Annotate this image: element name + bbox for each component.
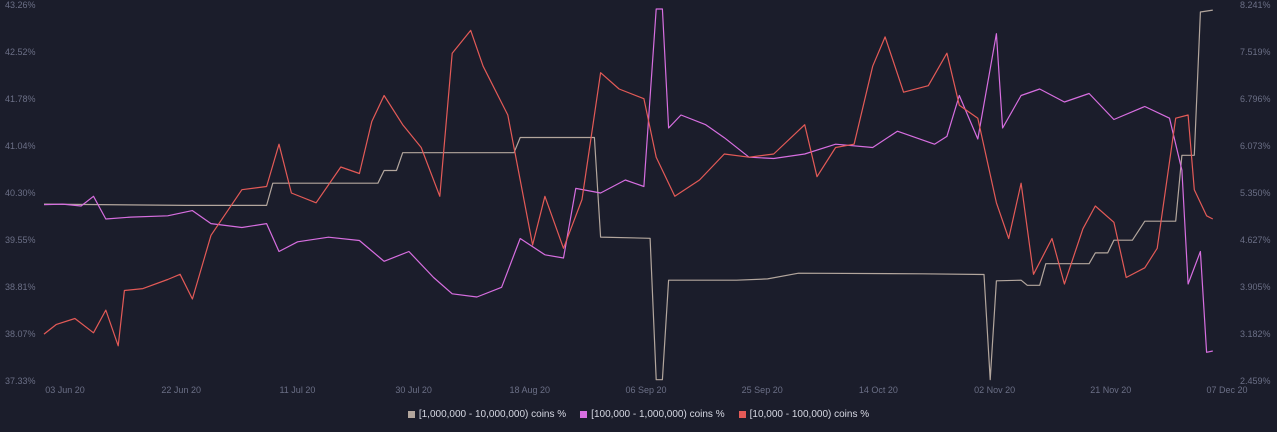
y-tick-label-left: 42.52% bbox=[5, 47, 36, 57]
x-tick-label: 30 Jul 20 bbox=[395, 385, 432, 395]
legend-label: [10,000 - 100,000) coins % bbox=[749, 409, 870, 420]
y-tick-label-left: 40.30% bbox=[5, 188, 36, 198]
y-tick-label-right: 3.905% bbox=[1240, 282, 1271, 292]
x-tick-label: 21 Nov 20 bbox=[1090, 385, 1131, 395]
y-tick-label-left: 41.78% bbox=[5, 94, 36, 104]
y-tick-label-left: 38.07% bbox=[5, 329, 36, 339]
x-tick-label: 06 Sep 20 bbox=[625, 385, 666, 395]
y-tick-label-left: 38.81% bbox=[5, 282, 36, 292]
y-tick-label-right: 3.182% bbox=[1240, 329, 1271, 339]
y-tick-label-right: 6.796% bbox=[1240, 94, 1271, 104]
y-tick-label-left: 39.55% bbox=[5, 235, 36, 245]
series-line-0 bbox=[43, 9, 1213, 381]
x-tick-label: 02 Nov 20 bbox=[974, 385, 1015, 395]
x-tick-label: 25 Sep 20 bbox=[742, 385, 783, 395]
series-line-1 bbox=[43, 8, 1213, 353]
y-tick-label-right: 7.519% bbox=[1240, 47, 1271, 57]
x-tick-label: 11 Jul 20 bbox=[279, 385, 315, 395]
plot-area bbox=[43, 8, 1214, 381]
x-axis: 03 Jun 20 22 Jun 20 11 Jul 20 30 Jul 20 18 A… bbox=[45, 385, 1247, 395]
y-tick-label-right: 4.627% bbox=[1240, 235, 1271, 245]
y-axis-left: 43.26% 42.52% 41.78% 41.04% 40.30% 39.55% 38.8… bbox=[5, 0, 36, 386]
y-axis-right: 8.241% 7.519% 6.796% 6.073% 5.350% 4.627% 3.90… bbox=[1240, 0, 1271, 386]
legend-label: [100,000 - 1,000,000) coins % bbox=[591, 409, 725, 420]
legend-swatch bbox=[407, 411, 415, 418]
y-tick-label-left: 41.04% bbox=[5, 141, 36, 151]
x-tick-label: 18 Aug 20 bbox=[510, 385, 551, 395]
y-tick-label-right: 5.350% bbox=[1240, 188, 1271, 198]
x-tick-label: 07 Dec 20 bbox=[1206, 385, 1247, 395]
legend: [1,000,000 - 10,000,000) coins % [100,000… bbox=[0, 409, 1277, 420]
legend-item-2[interactable]: [10,000 - 100,000) coins % bbox=[738, 409, 870, 420]
line-chart: 03 Jun 20 22 Jun 20 11 Jul 20 30 Jul 20 18 A… bbox=[5, 0, 1271, 395]
legend-item-1[interactable]: [100,000 - 1,000,000) coins % bbox=[580, 409, 725, 420]
series-line-2 bbox=[43, 29, 1214, 347]
x-tick-label: 03 Jun 20 bbox=[45, 385, 85, 395]
y-tick-label-left: 43.26% bbox=[5, 0, 36, 10]
legend-swatch bbox=[738, 411, 746, 418]
y-tick-label-right: 2.459% bbox=[1240, 376, 1271, 386]
x-tick-label: 14 Oct 20 bbox=[859, 385, 898, 395]
y-tick-label-right: 6.073% bbox=[1240, 141, 1271, 151]
y-tick-label-right: 8.241% bbox=[1240, 0, 1271, 10]
y-tick-label-left: 37.33% bbox=[5, 376, 36, 386]
legend-label: [1,000,000 - 10,000,000) coins % bbox=[418, 409, 567, 420]
legend-item-0[interactable]: [1,000,000 - 10,000,000) coins % bbox=[407, 409, 567, 420]
legend-swatch bbox=[580, 411, 588, 418]
x-tick-label: 22 Jun 20 bbox=[161, 385, 201, 395]
